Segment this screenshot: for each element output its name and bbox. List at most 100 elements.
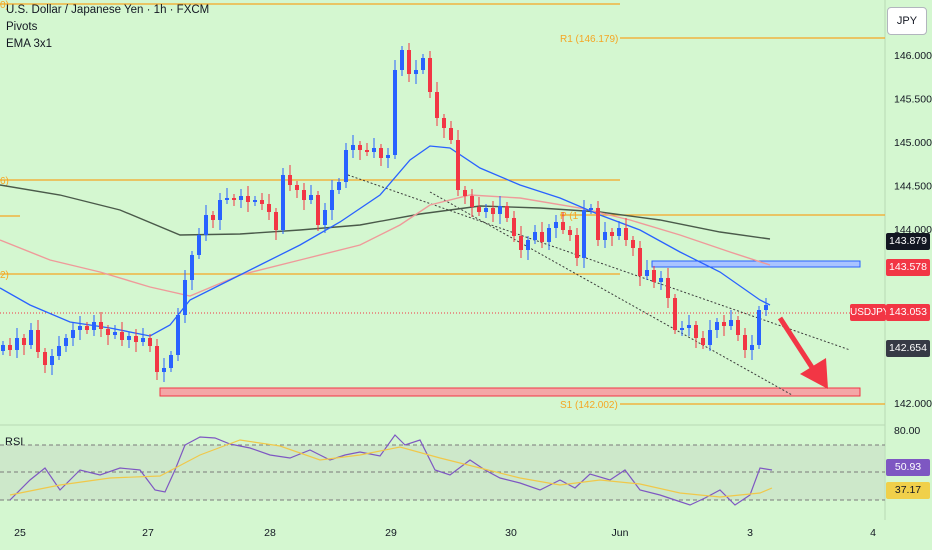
candle-body bbox=[274, 212, 278, 230]
candle-body bbox=[344, 150, 348, 182]
candle-body bbox=[197, 235, 201, 255]
candle-body bbox=[22, 338, 26, 345]
candle-body bbox=[204, 215, 208, 235]
candle-body bbox=[134, 336, 138, 342]
candle-body bbox=[36, 330, 40, 352]
candle-body bbox=[617, 228, 621, 236]
candle-body bbox=[232, 198, 236, 200]
ma-dark-line bbox=[0, 184, 771, 240]
p-pivot-label: P (1 bbox=[560, 211, 579, 222]
date-tick-label: 27 bbox=[142, 527, 154, 539]
rsi-tick-label: 80.00 bbox=[894, 425, 920, 437]
date-tick-label: Jun bbox=[612, 527, 629, 539]
candle-body bbox=[8, 345, 12, 350]
candle-body bbox=[393, 70, 397, 155]
candle-body bbox=[127, 336, 131, 340]
candle-body bbox=[596, 208, 600, 240]
candle-body bbox=[715, 322, 719, 330]
support-zone bbox=[159, 387, 861, 397]
candle-body bbox=[365, 150, 369, 152]
candle-body bbox=[512, 218, 516, 236]
candle-body bbox=[50, 356, 54, 365]
candle-body bbox=[148, 338, 152, 346]
candle-body bbox=[540, 232, 544, 242]
candle-body bbox=[554, 222, 558, 228]
candle-body bbox=[610, 232, 614, 236]
pivots-indicator-label[interactable]: Pivots bbox=[6, 21, 38, 33]
ema-indicator-label[interactable]: EMA 3x1 bbox=[6, 38, 53, 50]
price-tick-label: 142.000 bbox=[894, 398, 932, 410]
candle-body bbox=[288, 175, 292, 185]
candle-body bbox=[316, 195, 320, 225]
forecast-arrow-shaft bbox=[777, 316, 818, 374]
candle-body bbox=[379, 148, 383, 158]
r1-pivot-label: R1 (146.179) bbox=[560, 34, 618, 45]
rsi-ma-line bbox=[9, 439, 773, 498]
candle-body bbox=[113, 332, 117, 335]
candle-body bbox=[239, 196, 243, 200]
forecast-arrow-head bbox=[800, 358, 828, 389]
candle-body bbox=[106, 329, 110, 335]
candle-body bbox=[442, 118, 446, 128]
rsi-line bbox=[9, 434, 773, 506]
candle-body bbox=[645, 270, 649, 276]
pivot-label-cut: 6) bbox=[0, 176, 9, 187]
candle-body bbox=[470, 196, 474, 207]
ma-red-price-badge: 143.578 bbox=[886, 259, 930, 276]
candle-body bbox=[687, 325, 691, 328]
candle-body bbox=[323, 210, 327, 225]
candle-body bbox=[29, 330, 33, 345]
candle-body bbox=[15, 338, 19, 350]
candle-body bbox=[750, 345, 754, 350]
candle-body bbox=[78, 326, 82, 330]
candle-body bbox=[449, 128, 453, 140]
candle-body bbox=[386, 155, 390, 158]
rsi-label[interactable]: RSI bbox=[5, 436, 24, 448]
candle-body bbox=[708, 330, 712, 345]
candle-body bbox=[589, 208, 593, 210]
candle-body bbox=[484, 208, 488, 212]
date-tick-label: 3 bbox=[747, 527, 753, 539]
candle-body bbox=[624, 228, 628, 240]
candle-body bbox=[414, 70, 418, 74]
date-tick-label: 29 bbox=[385, 527, 397, 539]
candle-body bbox=[463, 190, 467, 196]
candle-body bbox=[92, 322, 96, 330]
candle-body bbox=[190, 255, 194, 280]
candle-body bbox=[358, 145, 362, 150]
candle-body bbox=[253, 200, 257, 202]
candle-body bbox=[421, 58, 425, 70]
symbol-price-tag: USDJPY bbox=[850, 304, 889, 321]
ema-price-badge: 142.654 bbox=[886, 340, 930, 357]
candle-body bbox=[43, 352, 47, 365]
candle-body bbox=[547, 228, 551, 242]
candle-body bbox=[533, 232, 537, 240]
date-tick-label: 30 bbox=[505, 527, 517, 539]
candle-body bbox=[71, 330, 75, 338]
candle-body bbox=[505, 206, 509, 218]
candle-body bbox=[211, 215, 215, 220]
s1-pivot-label: S1 (142.002) bbox=[560, 400, 618, 411]
candle-body bbox=[176, 315, 180, 355]
ema-line bbox=[0, 145, 771, 337]
candle-body bbox=[225, 198, 229, 200]
candle-body bbox=[575, 235, 579, 258]
candle-body bbox=[407, 50, 411, 74]
candle-body bbox=[729, 320, 733, 326]
candle-body bbox=[568, 230, 572, 235]
candle-body bbox=[603, 232, 607, 240]
price-tick-label: 145.000 bbox=[894, 137, 932, 149]
candle-body bbox=[64, 338, 68, 346]
candle-body bbox=[722, 322, 726, 326]
candle-body bbox=[519, 236, 523, 250]
candle-body bbox=[1, 345, 5, 351]
candle-body bbox=[680, 328, 684, 330]
candle-body bbox=[155, 346, 159, 372]
currency-button[interactable]: JPY bbox=[887, 7, 927, 35]
chart-legend: U.S. Dollar / Japanese Yen · 1h · FXCM P… bbox=[6, 2, 209, 53]
candle-body bbox=[120, 332, 124, 340]
candles-group bbox=[1, 43, 768, 382]
symbol-title[interactable]: U.S. Dollar / Japanese Yen · 1h · FXCM bbox=[6, 4, 210, 16]
